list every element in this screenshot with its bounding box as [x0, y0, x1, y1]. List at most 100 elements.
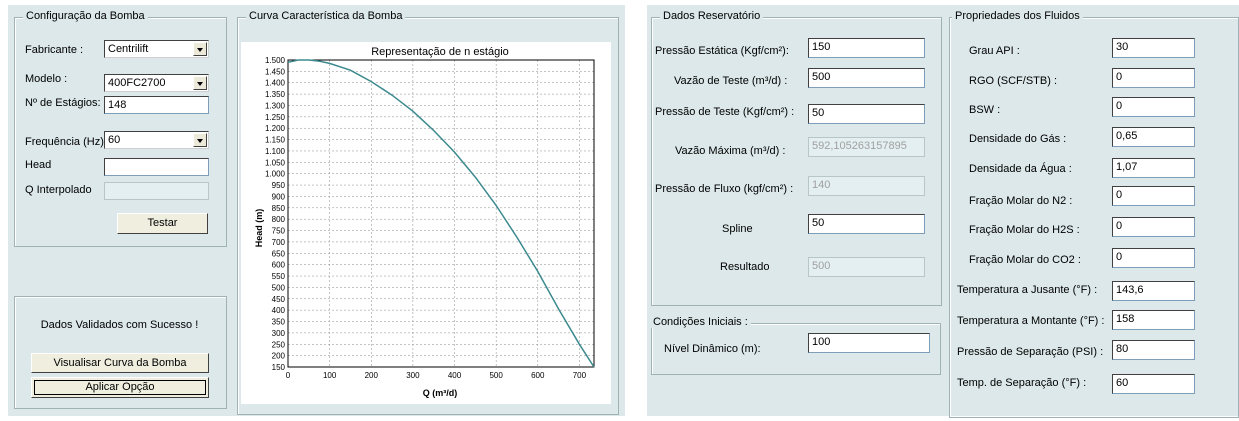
chart-y-tick-label: 1.050	[265, 158, 286, 167]
frequencia-value: 60	[108, 134, 121, 146]
chart-x-tick-label: 400	[448, 371, 462, 380]
pressao-teste-label: Pressão de Teste (Kgf/cm²) :	[655, 106, 795, 118]
frequencia-label: Frequência (Hz) :	[25, 136, 110, 148]
fluid-property-label: Temperatura a Montante (°F) :	[957, 315, 1105, 327]
pressao-teste-input[interactable]: 50	[808, 104, 925, 124]
chart-y-tick-label: 900	[272, 192, 286, 201]
chart-x-tick-label: 300	[406, 371, 420, 380]
initial-conditions-group: Condições Iniciais :	[650, 316, 941, 375]
pump-curve-svg: Representação de n estágio Q (m³/d) Head…	[254, 46, 595, 398]
chart-y-ticks: 150 200 250 300 350 400 450 500 550 600 650 700 750 8…	[265, 56, 286, 372]
testar-button[interactable]: Testar	[117, 213, 208, 234]
chart-y-tick-label: 1.350	[265, 90, 286, 99]
fluid-property-input[interactable]: 0	[1112, 186, 1195, 206]
resultado-label: Resultado	[720, 261, 770, 273]
reservoir-group: Dados Reservatório	[651, 10, 942, 306]
fluid-property-input[interactable]: 0,65	[1112, 127, 1195, 147]
initial-conditions-title: Condições Iniciais :	[650, 316, 751, 328]
status-message: Dados Validados com Sucesso !	[40, 319, 199, 331]
view-curve-button[interactable]: Visualisar Curva da Bomba	[31, 353, 209, 373]
curve-group: Curva Característica da Bomba	[237, 10, 619, 415]
spline-label: Spline	[722, 223, 753, 235]
chart-plot-area	[287, 59, 595, 368]
chart-y-tick-label: 300	[272, 329, 286, 338]
chart-x-ticks: 0 100 200 300 400 500 600 700	[286, 371, 587, 380]
chart-x-tick-label: 200	[365, 371, 379, 380]
apply-option-button[interactable]: Aplicar Opção	[31, 377, 209, 398]
chart-y-tick-label: 450	[272, 295, 286, 304]
chart-y-tick-label: 800	[272, 215, 286, 224]
head-input[interactable]	[104, 158, 209, 176]
testar-button-label: Testar	[147, 217, 178, 229]
pressao-estatica-input[interactable]: 150	[808, 38, 925, 58]
pump-config-group: Configuração da Bomba	[14, 10, 227, 247]
fluid-property-label: Densidade do Gás :	[969, 133, 1067, 145]
chart-y-tick-label: 550	[272, 272, 286, 281]
modelo-value: 400FC2700	[108, 77, 166, 89]
spline-input[interactable]: 50	[808, 214, 925, 234]
fluid-property-input[interactable]: 1,07	[1112, 158, 1195, 178]
fluid-property-label: RGO (SCF/STB) :	[969, 75, 1057, 87]
chart-x-axis-label: Q (m³/d)	[423, 388, 458, 398]
q-interpolado-label: Q Interpolado	[25, 184, 92, 196]
vazao-teste-input[interactable]: 500	[808, 68, 925, 88]
reservoir-window: Dados Reservatório Pressão Estática (Kgf…	[647, 5, 1239, 418]
fluid-property-label: Temp. de Separação (°F) :	[957, 377, 1087, 389]
chart-y-tick-label: 950	[272, 181, 286, 190]
estagios-label: Nº de Estágios:	[25, 97, 101, 109]
fluid-property-input[interactable]: 60	[1112, 374, 1195, 394]
vazao-maxima-input[interactable]: 592,105263157895	[808, 137, 925, 157]
q-interpolado-input[interactable]	[104, 182, 209, 200]
chart-y-tick-label: 400	[272, 306, 286, 315]
chart-y-tick-label: 600	[272, 261, 286, 270]
chart-x-tick-label: 100	[323, 371, 337, 380]
fabricante-label: Fabricante :	[25, 44, 84, 56]
pressao-fluxo-input[interactable]: 140	[808, 176, 925, 196]
pressao-estatica-label: Pressão Estática (Kgf/cm²):	[655, 45, 789, 57]
estagios-input[interactable]: 148	[104, 96, 209, 114]
fluid-property-label: Densidade da Água :	[969, 163, 1072, 175]
view-curve-button-label: Visualisar Curva da Bomba	[53, 357, 187, 369]
fluid-property-label: Fração Molar do N2 :	[969, 195, 1073, 207]
chart-series	[287, 59, 595, 368]
chart-y-tick-label: 150	[272, 363, 286, 372]
chart-series-line	[287, 59, 595, 368]
chart-x-tick-label: 500	[489, 371, 503, 380]
chevron-down-icon[interactable]	[193, 76, 207, 90]
modelo-label: Modelo :	[25, 73, 68, 85]
chevron-down-icon[interactable]	[193, 133, 207, 147]
fluid-property-input[interactable]: 158	[1112, 310, 1195, 330]
fluid-property-label: Grau API :	[969, 45, 1020, 57]
chart-y-tick-label: 1.150	[265, 136, 286, 145]
chart-title: Representação de n estágio	[371, 46, 509, 58]
chart-x-tick-label: 600	[531, 371, 545, 380]
fluid-property-input[interactable]: 80	[1112, 340, 1195, 360]
pressao-fluxo-label: Pressão de Fluxo (kgf/cm²) :	[655, 183, 794, 195]
fluid-properties-title: Propriedades dos Fluidos	[952, 10, 1083, 22]
fluid-property-input[interactable]: 0	[1112, 97, 1195, 117]
chart-y-tick-label: 650	[272, 249, 286, 258]
fluid-property-input[interactable]: 30	[1112, 38, 1195, 58]
chart-y-tick-label: 1.100	[265, 147, 286, 156]
apply-option-button-label: Aplicar Opção	[85, 381, 155, 393]
fabricante-select[interactable]: Centrilift	[104, 40, 209, 58]
chart-y-tick-label: 1.450	[265, 67, 286, 76]
nivel-dinamico-input[interactable]: 100	[808, 333, 930, 353]
curve-group-title: Curva Característica da Bomba	[246, 10, 406, 22]
chart-y-tick-label: 1.250	[265, 113, 286, 122]
fluid-property-input[interactable]: 143,6	[1112, 281, 1195, 301]
fluid-property-input[interactable]: 0	[1112, 248, 1195, 268]
fluid-property-label: Temperatura a Jusante (°F) :	[957, 284, 1098, 296]
fluid-property-input[interactable]: 0	[1112, 68, 1195, 88]
pump-config-title: Configuração da Bomba	[23, 10, 148, 22]
resultado-input[interactable]: 500	[808, 257, 925, 277]
chart-y-tick-label: 700	[272, 238, 286, 247]
chevron-down-icon[interactable]	[193, 42, 207, 56]
fluid-property-label: Fração Molar do H2S :	[969, 224, 1080, 236]
modelo-select[interactable]: 400FC2700	[104, 74, 209, 92]
frequencia-select[interactable]: 60	[104, 131, 209, 149]
chart-y-tick-label: 1.000	[265, 170, 286, 179]
fluid-property-input[interactable]: 0	[1112, 217, 1195, 237]
chart-y-axis-label: Head (m)	[254, 209, 264, 248]
status-group	[14, 296, 227, 409]
